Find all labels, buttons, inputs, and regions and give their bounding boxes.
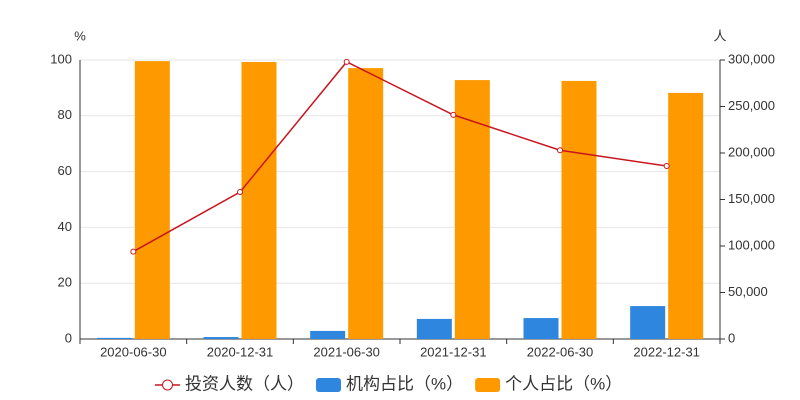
bar (523, 318, 559, 339)
line-point (450, 111, 457, 118)
y2-tick-label: 200,000 (728, 144, 775, 159)
y2-tick-label: 100,000 (728, 237, 775, 252)
y-tick-label: 80 (58, 107, 72, 122)
line-point (663, 163, 670, 170)
legend-symbol (475, 378, 501, 392)
y2-tick-label: 150,000 (728, 191, 775, 206)
y2-tick-label: 50,000 (728, 284, 768, 299)
x-tick-label: 2022-06-30 (527, 344, 594, 359)
bar (96, 337, 132, 339)
line (132, 60, 667, 253)
y-axis-label: % (74, 28, 86, 43)
legend-label: 机构占比（%） (346, 374, 463, 393)
y-tick-label: 20 (58, 275, 72, 290)
bar (416, 318, 452, 339)
x-tick-label: 2021-06-30 (313, 344, 380, 359)
y2-axis-label: 人 (713, 28, 726, 43)
legend-label: 个人占比（%） (505, 374, 622, 393)
bar (310, 330, 346, 339)
x-tick-label: 2022-12-31 (633, 344, 700, 359)
x-tick-label: 2021-12-31 (420, 344, 487, 359)
bar (454, 80, 490, 339)
y2-tick-label: 250,000 (728, 98, 775, 113)
y-tick-label: 0 (65, 330, 72, 345)
legend-symbol (162, 379, 173, 391)
line-point (237, 189, 243, 196)
y-tick-label: 40 (58, 219, 72, 234)
bar (134, 61, 170, 340)
line-point (343, 58, 350, 65)
y2-tick-label: 0 (728, 330, 735, 345)
y-tick-label: 60 (58, 163, 72, 178)
line-point (130, 248, 137, 255)
bar (241, 61, 277, 339)
x-tick-label: 2020-06-30 (100, 344, 167, 359)
bar (348, 68, 384, 339)
bar (203, 337, 239, 339)
bar (630, 306, 666, 339)
x-tick-label: 2020-12-31 (207, 344, 274, 359)
line-point (557, 147, 563, 154)
y2-tick-label: 300,000 (728, 51, 775, 66)
bar (668, 92, 704, 339)
legend-symbol (316, 378, 341, 392)
legend-label: 投资人数（人） (185, 374, 304, 393)
bar (561, 80, 597, 340)
y-tick-label: 100 (50, 51, 72, 66)
